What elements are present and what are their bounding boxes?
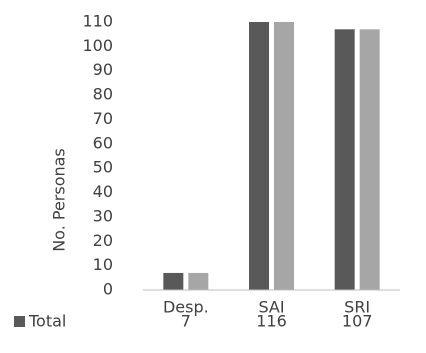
table-value: 107 [342,312,373,331]
y-tick-label: 110 [82,12,113,31]
y-tick-label: 10 [93,255,113,274]
x-tick-label: SAI [258,298,284,317]
y-tick-label: 60 [93,133,113,152]
x-tick-label: SRI [344,298,370,317]
y-tick-label: 50 [93,158,113,177]
y-tick-label: 20 [93,231,113,250]
bar [274,22,294,290]
table-value: 7 [181,312,191,331]
bar [334,29,355,290]
table-value: 116 [256,312,287,331]
y-tick-label: 30 [93,206,113,225]
y-tick-label: 40 [93,182,113,201]
legend-label: Total [28,312,66,331]
legend-key [14,316,25,327]
y-tick-label: 70 [93,109,113,128]
y-tick-label: 90 [93,60,113,79]
y-tick-label: 0 [103,280,113,299]
bar [359,29,380,290]
bar [163,272,184,290]
bar [188,272,209,290]
y-axis-label: No. Personas [50,148,69,252]
x-tick-label: Desp. [163,298,209,317]
y-tick-label: 80 [93,85,113,104]
y-tick-label: 100 [82,36,113,55]
plot-area [163,22,380,290]
bar [249,22,269,290]
